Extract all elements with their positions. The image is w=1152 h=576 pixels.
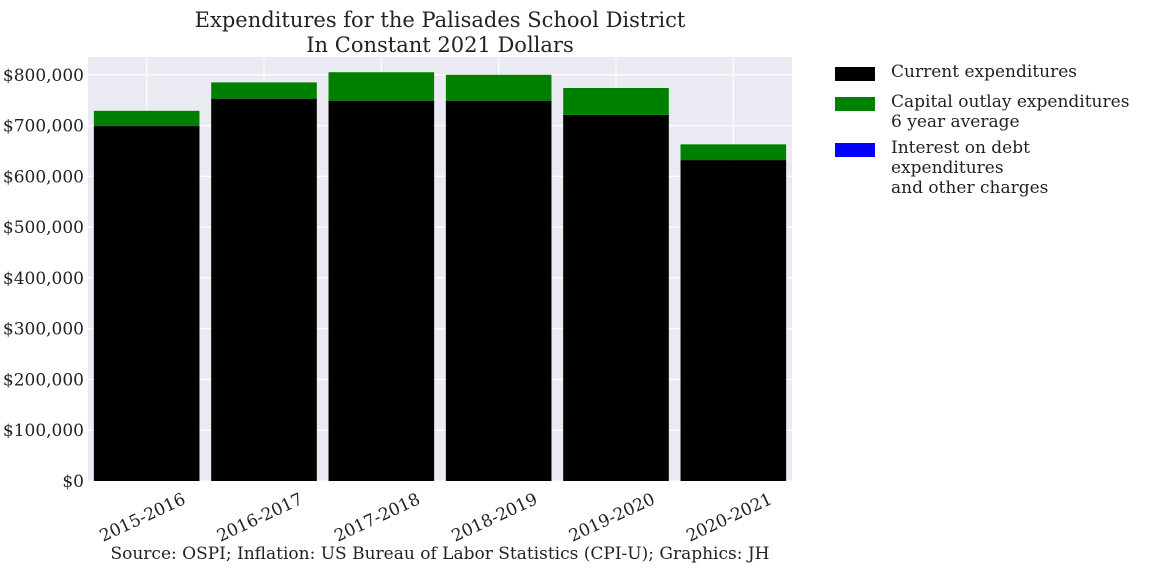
legend-swatch-current [835, 67, 875, 81]
x-tick-labels: 2015-2016 2016-2017 2017-2018 2018-2019 2019… [97, 489, 776, 546]
x-tick-label: 2016-2017 [214, 489, 306, 546]
legend-label-interest: Interest on debt expenditures [891, 138, 1030, 178]
y-tick-label: $400,000 [3, 269, 84, 289]
legend-label-interest-line2: and other charges [891, 178, 1049, 198]
x-tick-label: 2015-2016 [97, 489, 189, 546]
x-tick-label: 2019-2020 [566, 489, 658, 546]
source-note: Source: OSPI; Inflation: US Bureau of La… [110, 544, 770, 564]
y-tick-label: $800,000 [3, 66, 84, 86]
legend-item-interest: Interest on debt expenditures and other … [835, 138, 1145, 198]
x-tick-label: 2018-2019 [449, 489, 541, 546]
bar-segment-capital [563, 87, 669, 115]
legend-item-capital: Capital outlay expenditures 6 year avera… [835, 92, 1145, 132]
bar-segment-current [445, 100, 552, 481]
legend: Current expenditures Capital outlay expe… [835, 62, 1145, 204]
plot-area [88, 57, 792, 481]
y-tick-label: $600,000 [3, 167, 84, 187]
bars [93, 72, 787, 482]
legend-label-capital-line2: 6 year average [891, 112, 1020, 132]
bar-segment-current [680, 160, 787, 481]
bar-segment-current [328, 100, 435, 481]
y-tick-label: $500,000 [3, 218, 84, 238]
y-tick-label: $0 [62, 472, 84, 492]
legend-swatch-capital [835, 97, 875, 111]
x-tick-label: 2020-2021 [683, 489, 775, 546]
legend-label-current: Current expenditures [891, 62, 1078, 82]
y-tick-label: $100,000 [3, 421, 84, 441]
legend-swatch-interest [835, 143, 875, 157]
y-tick-labels: $0 $100,000 $200,000 $300,000 $400,000 $500,0… [3, 66, 84, 492]
bar-segment-capital [211, 82, 317, 99]
chart-title: Expenditures for the Palisades School Di… [194, 8, 686, 32]
y-tick-label: $700,000 [3, 117, 84, 137]
bar-segment-current [563, 114, 669, 482]
legend-item-current: Current expenditures [835, 62, 1145, 86]
chart-subtitle: In Constant 2021 Dollars [306, 33, 574, 57]
legend-label-capital: Capital outlay expenditures [891, 92, 1130, 112]
bar-segment-capital [328, 72, 435, 101]
bar-segment-current [211, 98, 317, 482]
y-tick-label: $300,000 [3, 320, 84, 340]
bar-segment-capital [445, 74, 552, 101]
bar-segment-capital [93, 110, 200, 127]
x-tick-label: 2017-2018 [331, 489, 423, 546]
bar-segment-current [93, 126, 200, 481]
bar-segment-capital [680, 144, 787, 161]
y-tick-label: $200,000 [3, 370, 84, 390]
